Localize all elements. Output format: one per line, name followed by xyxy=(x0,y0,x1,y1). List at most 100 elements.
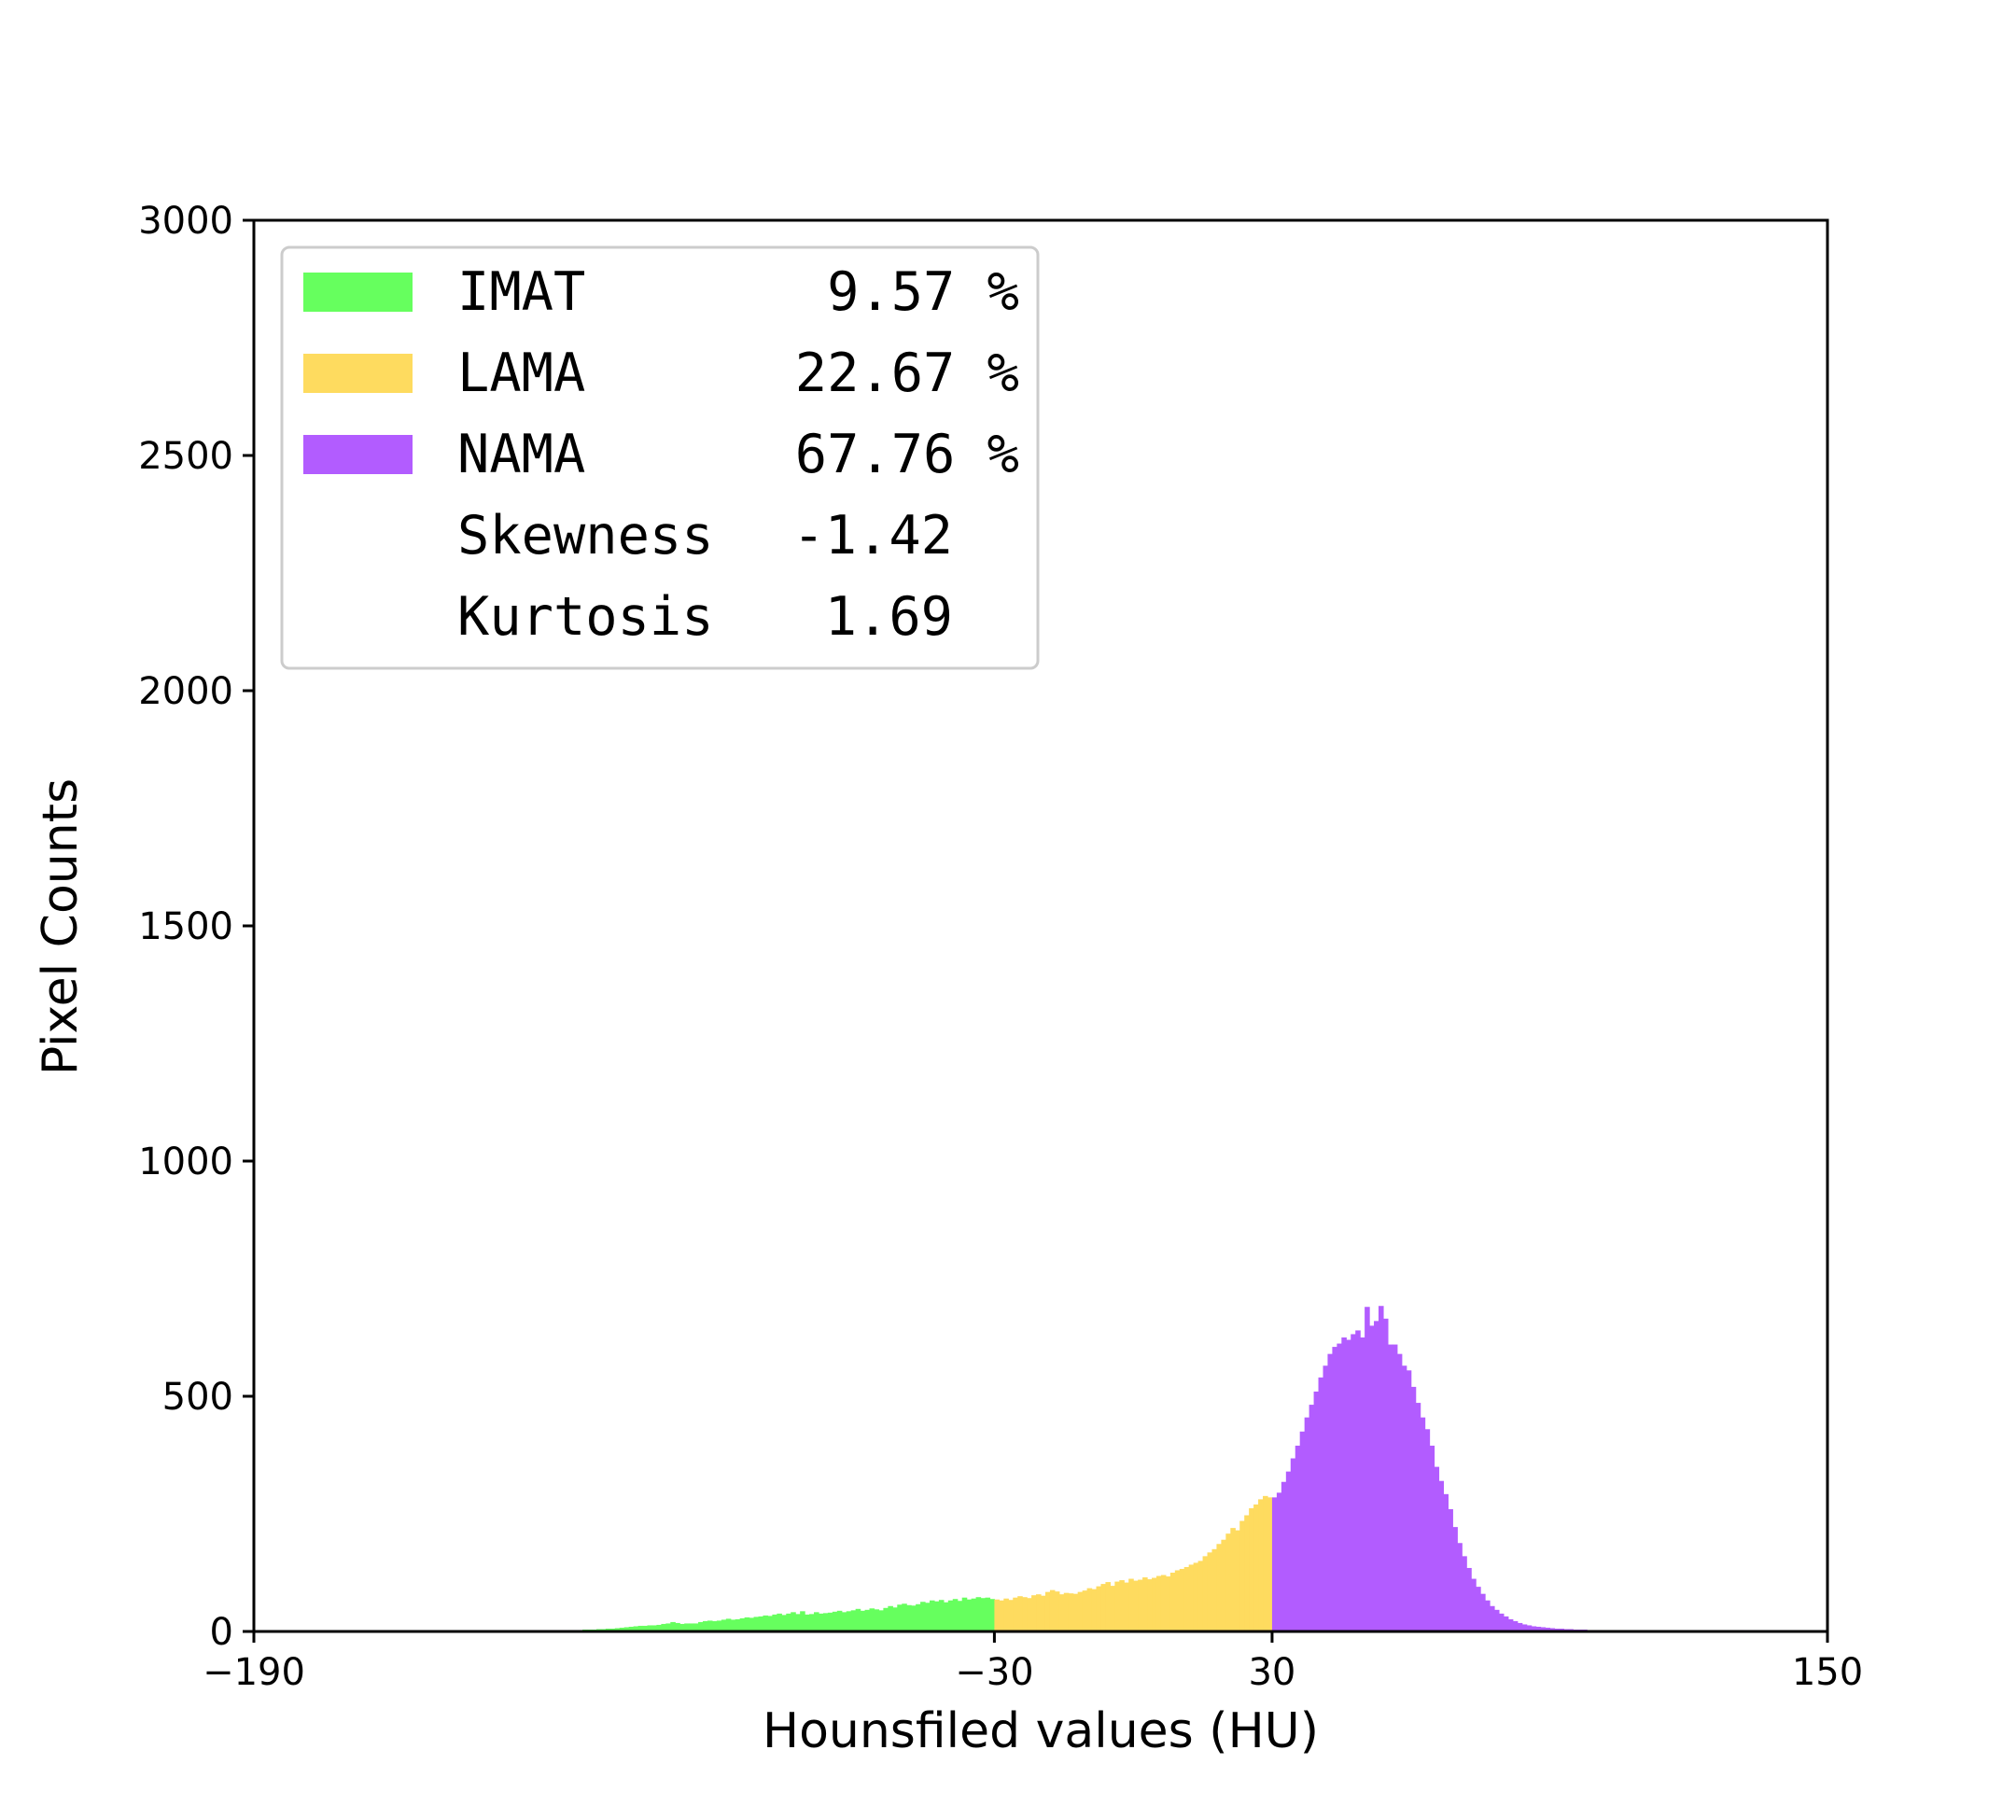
lama-bar xyxy=(1128,1578,1134,1631)
legend-label-imat: IMAT xyxy=(457,261,585,323)
series-lama-bars xyxy=(994,1495,1273,1631)
nama-bar xyxy=(1323,1365,1329,1631)
x-axis-ticks: −190 −30 30 150 xyxy=(203,1631,1863,1694)
y-axis-ticks: 0 500 1000 1500 2000 2500 3000 xyxy=(138,200,254,1654)
lama-bar xyxy=(1031,1595,1037,1631)
imat-bar xyxy=(832,1611,838,1631)
imat-bar xyxy=(684,1623,690,1631)
lama-bar xyxy=(1114,1581,1120,1631)
imat-bar xyxy=(883,1607,889,1631)
lama-bar xyxy=(994,1599,1000,1631)
legend-swatch-imat xyxy=(303,273,413,312)
lama-bar xyxy=(1124,1582,1129,1631)
lama-bar xyxy=(1174,1570,1181,1631)
nama-bar xyxy=(1429,1445,1435,1631)
imat-bar xyxy=(716,1620,722,1631)
imat-bar xyxy=(777,1613,782,1631)
lama-bar xyxy=(1211,1548,1218,1631)
x-axis-title: Hounsfiled values (HU) xyxy=(763,1703,1319,1759)
imat-bar xyxy=(814,1612,819,1631)
lama-bar xyxy=(1207,1552,1213,1631)
nama-bar xyxy=(1498,1613,1505,1631)
y-tick-label: 0 xyxy=(210,1611,233,1654)
y-tick-label: 2000 xyxy=(138,670,233,713)
lama-bar xyxy=(1096,1586,1102,1631)
legend-value-kurtosis: 1.69 xyxy=(825,586,953,648)
nama-bar xyxy=(1304,1417,1310,1631)
nama-bar xyxy=(1341,1337,1347,1631)
nama-bar xyxy=(1360,1337,1365,1631)
nama-bar xyxy=(1471,1578,1477,1631)
imat-bar xyxy=(805,1614,810,1631)
imat-bar xyxy=(698,1621,704,1631)
nama-bar xyxy=(1448,1508,1453,1631)
lama-bar xyxy=(1022,1597,1028,1631)
nama-bar xyxy=(1313,1391,1320,1631)
nama-bar xyxy=(1290,1458,1296,1631)
imat-bar xyxy=(651,1625,658,1631)
nama-bar xyxy=(1480,1593,1486,1631)
imat-bar xyxy=(707,1620,713,1631)
nama-bar xyxy=(1535,1626,1542,1631)
imat-bar xyxy=(670,1621,676,1631)
lama-bar xyxy=(1193,1562,1199,1631)
imat-bar xyxy=(791,1612,796,1631)
nama-bar xyxy=(1276,1492,1282,1631)
legend-value-skewness: -1.42 xyxy=(792,505,953,567)
imat-bar xyxy=(619,1627,625,1631)
lama-bar xyxy=(1013,1597,1018,1631)
lama-bar xyxy=(1049,1589,1056,1631)
imat-bar xyxy=(786,1613,791,1631)
lama-bar xyxy=(1142,1577,1148,1631)
nama-bar xyxy=(1549,1628,1556,1631)
lama-bar xyxy=(1077,1591,1084,1631)
y-tick-label: 3000 xyxy=(138,200,233,243)
legend-box xyxy=(280,245,1040,670)
y-tick-label: 1000 xyxy=(138,1141,233,1183)
lama-bar xyxy=(1091,1589,1098,1631)
nama-bar xyxy=(1401,1365,1407,1631)
nama-bar xyxy=(1299,1431,1306,1631)
imat-bar xyxy=(675,1622,680,1631)
lama-bar xyxy=(1044,1591,1051,1631)
imat-bar xyxy=(661,1623,666,1631)
imat-bar xyxy=(609,1628,616,1631)
imat-bar xyxy=(971,1598,977,1631)
lama-bar xyxy=(1169,1573,1176,1631)
nama-bar xyxy=(1507,1618,1514,1631)
imat-bar xyxy=(628,1626,635,1631)
nama-bar xyxy=(1351,1334,1356,1631)
imat-bar xyxy=(822,1613,829,1631)
lama-bar xyxy=(1216,1544,1222,1631)
nama-bar xyxy=(1443,1493,1449,1631)
imat-bar xyxy=(767,1616,773,1631)
imat-bar xyxy=(689,1623,694,1631)
nama-bar xyxy=(1424,1429,1431,1631)
lama-bar xyxy=(1138,1579,1143,1631)
imat-bar xyxy=(911,1605,917,1631)
lama-bar xyxy=(1267,1497,1273,1631)
nama-bar xyxy=(1493,1609,1500,1631)
nama-bar xyxy=(1410,1386,1417,1631)
lama-bar xyxy=(1086,1588,1093,1631)
nama-bar xyxy=(1369,1325,1375,1631)
imat-bar xyxy=(980,1598,987,1631)
legend-label-skewness: Skewness xyxy=(457,505,714,567)
lama-bar xyxy=(1063,1592,1070,1631)
imat-bar xyxy=(614,1628,621,1631)
lama-bar xyxy=(1119,1580,1125,1631)
nama-bar xyxy=(1415,1403,1421,1631)
nama-bar xyxy=(1485,1600,1491,1631)
imat-bar xyxy=(763,1615,769,1631)
lama-bar xyxy=(1068,1593,1074,1631)
legend-label-lama: LAMA xyxy=(457,343,585,404)
lama-bar xyxy=(1017,1596,1023,1631)
imat-bar xyxy=(711,1620,718,1631)
lama-bar xyxy=(1100,1584,1107,1631)
lama-bar xyxy=(1036,1594,1042,1631)
lama-bar xyxy=(1244,1515,1250,1631)
nama-bar xyxy=(1374,1321,1379,1631)
imat-bar xyxy=(665,1623,671,1631)
nama-bar xyxy=(1309,1405,1315,1631)
imat-bar xyxy=(781,1615,787,1631)
